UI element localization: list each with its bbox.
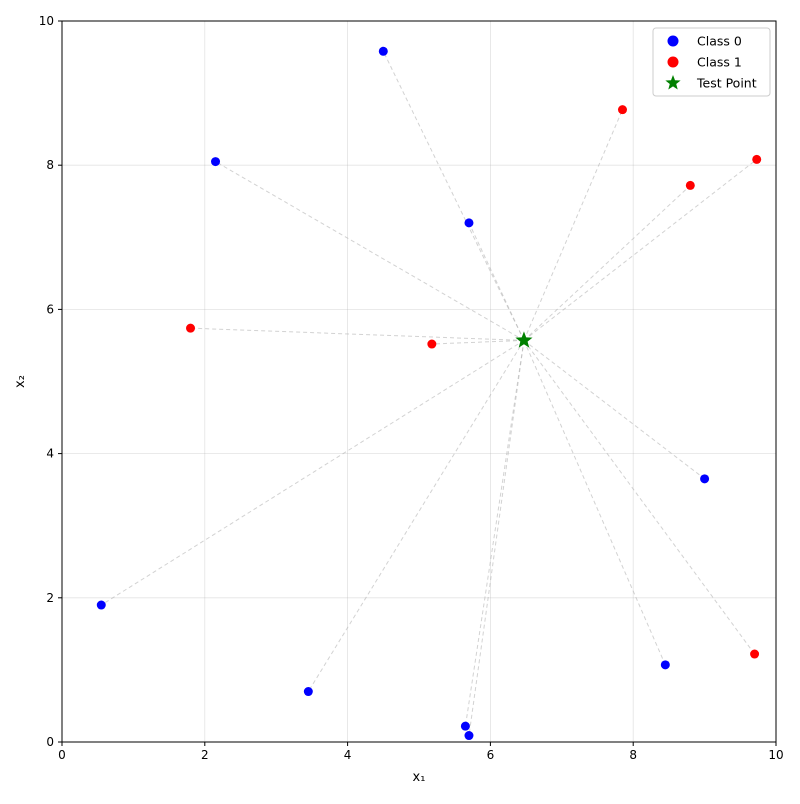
plot-frame (61, 20, 777, 743)
y-tick-label: 0 (46, 735, 54, 749)
legend-marker (667, 56, 679, 68)
data-point (464, 218, 474, 228)
data-point (427, 339, 437, 349)
data-point (460, 721, 470, 731)
y-tick-label: 6 (46, 302, 54, 316)
y-tick-label: 8 (46, 158, 54, 172)
distance-line (523, 340, 666, 666)
test-point-marker (515, 331, 533, 348)
data-point (660, 660, 670, 670)
x-tick-label: 4 (344, 748, 352, 762)
data-point (464, 731, 474, 741)
legend-label: Class 0 (697, 34, 742, 49)
x-tick-label: 0 (58, 748, 66, 762)
axis-ticks: 0 2 4 6 8 10 0 2 4 6 8 10 (39, 14, 784, 762)
data-point (750, 649, 760, 659)
distance-line (190, 327, 524, 341)
x-tick-label: 6 (487, 748, 495, 762)
data-points (96, 46, 762, 741)
data-point (378, 46, 388, 56)
distance-line (101, 339, 525, 606)
data-point (186, 323, 196, 333)
y-axis-label: x₂ (13, 375, 28, 388)
y-tick-label: 4 (46, 447, 54, 461)
distance-line (468, 222, 525, 341)
distance-line (431, 339, 524, 345)
distance-line (382, 51, 525, 341)
x-tick-label: 2 (201, 748, 209, 762)
y-tick-label: 10 (39, 14, 54, 28)
data-point (685, 180, 695, 190)
legend-marker (667, 35, 679, 47)
x-tick-label: 8 (629, 748, 637, 762)
distance-line (523, 340, 755, 655)
data-point (96, 600, 106, 610)
legend: Class 0 Class 1 Test Point (652, 27, 771, 97)
distance-line (523, 340, 705, 480)
legend-marker (665, 75, 681, 90)
distance-line (307, 340, 525, 692)
distance-line (215, 161, 525, 341)
data-point (211, 157, 221, 167)
data-point (700, 474, 710, 484)
y-tick-label: 2 (46, 591, 54, 605)
data-point (752, 154, 762, 164)
distance-lines (101, 51, 758, 736)
distance-line (523, 159, 758, 341)
grid (61, 20, 777, 743)
distance-line (468, 340, 525, 736)
distance-line (523, 109, 623, 341)
legend-label: Test Point (696, 76, 757, 91)
data-point (303, 687, 313, 697)
x-axis-label: x₁ (413, 770, 426, 785)
data-point (617, 105, 627, 115)
legend-box (652, 27, 771, 97)
x-tick-label: 10 (768, 748, 783, 762)
distance-line (464, 340, 525, 727)
legend-label: Class 1 (697, 55, 742, 70)
distance-line (523, 185, 691, 341)
